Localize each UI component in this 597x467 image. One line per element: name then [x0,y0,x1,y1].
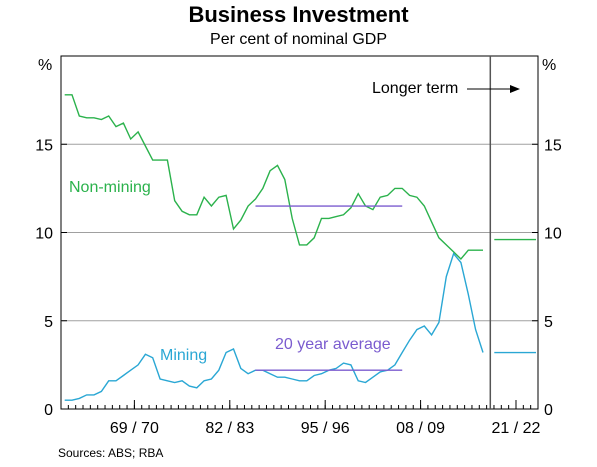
y-tick-label-right: 10 [544,226,562,243]
x-tick-label: 69 / 70 [110,420,159,437]
source-note: Sources: ABS; RBA [58,446,163,460]
annotation-20-year-average: 20 year average [275,336,391,353]
x-tick-label: 95 / 96 [301,420,350,437]
y-tick-label-left: 0 [44,402,53,419]
y-tick-label-left: 10 [35,226,53,243]
x-tick-label: 08 / 09 [396,420,445,437]
gridlines [61,143,538,322]
x-tick-label: 82 / 83 [205,420,254,437]
x-tick-label: 21 / 22 [492,420,541,437]
y-tick-label-right: 15 [544,137,562,154]
annotation-non-mining: Non-mining [69,179,151,196]
y-right-unit-label: % [542,57,556,74]
axis-ticks: 0 0 5 5 10 10 15 15 69 / 70 82 / 83 95 / 96 08 / 09… [35,137,562,437]
series-line-mining [64,252,484,401]
annotation-mining: Mining [160,347,207,364]
y-tick-label-left: 5 [44,314,53,331]
chart-subtitle: Per cent of nominal GDP [210,31,387,48]
y-tick-label-right: 5 [544,314,553,331]
series-lines [64,94,536,401]
y-tick-label-right: 0 [544,402,553,419]
series-line-non-mining [64,94,483,261]
y-tick-label-left: 15 [35,137,53,154]
annotation-longer-term: Longer term [372,80,458,97]
y-left-unit-label: % [38,57,52,74]
longer-term-arrow-head [510,85,520,93]
chart-title: Business Investment [188,2,409,27]
